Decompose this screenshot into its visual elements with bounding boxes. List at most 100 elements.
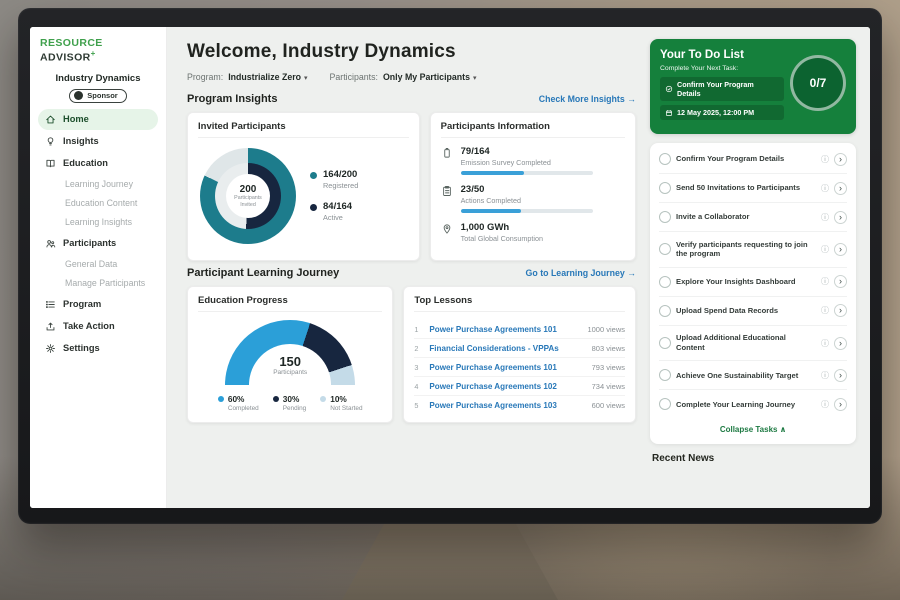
go-to-learning-journey-link[interactable]: Go to Learning Journey → xyxy=(526,268,636,278)
sponsor-badge: Sponsor xyxy=(38,89,158,103)
sidebar-item-education[interactable]: Education xyxy=(38,153,158,174)
lesson-link[interactable]: Power Purchase Agreements 103 xyxy=(429,401,584,410)
sponsor-icon xyxy=(74,91,83,100)
action-upload-icon xyxy=(45,321,56,332)
sidebar-item-participants[interactable]: Participants xyxy=(38,233,158,254)
lesson-row: 3 Power Purchase Agreements 101 793 view… xyxy=(414,358,625,377)
lesson-link[interactable]: Financial Considerations - VPPAs xyxy=(429,344,584,353)
stat-actions-completed: 23/50 Actions Completed xyxy=(441,184,625,213)
sidebar-item-learning-insights[interactable]: Learning Insights xyxy=(38,213,158,232)
invited-participants-card: Invited Participants 200 Participants In… xyxy=(187,112,420,261)
location-pin-icon xyxy=(441,223,453,235)
participants-filter[interactable]: Participants:Only My Participants▾ xyxy=(330,72,477,83)
lesson-row: 5 Power Purchase Agreements 103 600 view… xyxy=(414,396,625,414)
todo-task-row[interactable]: Confirm Your Program Details ⓘ › xyxy=(659,145,847,174)
sidebar-item-education-content[interactable]: Education Content xyxy=(38,194,158,213)
stat-emission-survey: 79/164 Emission Survey Completed xyxy=(441,146,625,175)
lesson-link[interactable]: Power Purchase Agreements 102 xyxy=(429,382,584,391)
task-checkbox[interactable] xyxy=(659,182,671,194)
next-task-chip[interactable]: Confirm Your Program Details xyxy=(660,77,784,101)
chevron-right-icon[interactable]: › xyxy=(834,337,847,350)
task-checkbox[interactable] xyxy=(659,153,671,165)
participants-information-card: Participants Information 79/164 Emission… xyxy=(430,112,636,261)
todo-task-row[interactable]: Explore Your Insights Dashboard ⓘ › xyxy=(659,268,847,297)
info-icon[interactable]: ⓘ xyxy=(821,305,829,316)
task-checkbox[interactable] xyxy=(659,211,671,223)
book-icon xyxy=(45,158,56,169)
lesson-link[interactable]: Power Purchase Agreements 101 xyxy=(429,363,584,372)
todo-task-row[interactable]: Upload Additional Educational Content ⓘ … xyxy=(659,326,847,362)
task-checkbox[interactable] xyxy=(659,276,671,288)
check-more-insights-link[interactable]: Check More Insights → xyxy=(539,94,636,104)
legend-dot xyxy=(218,396,224,402)
task-checkbox[interactable] xyxy=(659,369,671,381)
chevron-right-icon[interactable]: › xyxy=(834,243,847,256)
chevron-down-icon[interactable]: ▾ xyxy=(473,75,477,82)
todo-task-row[interactable]: Send 50 Invitations to Participants ⓘ › xyxy=(659,174,847,203)
sidebar-item-general-data[interactable]: General Data xyxy=(38,255,158,274)
due-date-chip: 12 May 2025, 12:00 PM xyxy=(660,105,784,120)
sidebar-item-program[interactable]: Program xyxy=(38,294,158,315)
todo-task-row[interactable]: Invite a Collaborator ⓘ › xyxy=(659,203,847,232)
info-icon[interactable]: ⓘ xyxy=(821,154,829,165)
list-icon xyxy=(45,299,56,310)
chevron-right-icon[interactable]: › xyxy=(834,153,847,166)
chevron-right-icon[interactable]: › xyxy=(834,304,847,317)
program-filter[interactable]: Program:Industrialize Zero▾ xyxy=(187,72,308,83)
lightbulb-icon xyxy=(45,136,56,147)
info-icon[interactable]: ⓘ xyxy=(821,338,829,349)
info-icon[interactable]: ⓘ xyxy=(821,276,829,287)
learning-journey-title: Participant Learning Journey xyxy=(187,267,339,279)
legend-dot xyxy=(320,396,326,402)
todo-task-row[interactable]: Achieve One Sustainability Target ⓘ › xyxy=(659,361,847,390)
sidebar-item-home[interactable]: Home xyxy=(38,109,158,130)
info-icon[interactable]: ⓘ xyxy=(821,212,829,223)
todo-progress-ring: 0/7 xyxy=(790,55,846,111)
info-icon[interactable]: ⓘ xyxy=(821,370,829,381)
gauge-center-label: Participants xyxy=(249,369,331,376)
task-checkbox[interactable] xyxy=(659,243,671,255)
program-filter-value[interactable]: Industrialize Zero xyxy=(228,72,301,82)
chevron-right-icon[interactable]: › xyxy=(834,211,847,224)
top-lessons-card: Top Lessons 1 Power Purchase Agreements … xyxy=(403,286,636,423)
dashboard-screen: RESOURCE ADVISOR+ Industry Dynamics Spon… xyxy=(30,27,870,508)
sidebar-item-learning-journey[interactable]: Learning Journey xyxy=(38,175,158,194)
todo-task-row[interactable]: Complete Your Learning Journey ⓘ › xyxy=(659,390,847,418)
chevron-right-icon[interactable]: › xyxy=(834,369,847,382)
info-icon[interactable]: ⓘ xyxy=(821,183,829,194)
sidebar-item-take-action[interactable]: Take Action xyxy=(38,316,158,337)
task-checkbox[interactable] xyxy=(659,398,671,410)
collapse-tasks-button[interactable]: Collapse Tasks ∧ xyxy=(659,418,847,442)
battery-icon xyxy=(441,147,453,159)
monitor-stand xyxy=(342,522,558,600)
lesson-row: 4 Power Purchase Agreements 102 734 view… xyxy=(414,377,625,396)
lesson-row: 2 Financial Considerations - VPPAs 803 v… xyxy=(414,339,625,358)
info-icon[interactable]: ⓘ xyxy=(821,399,829,410)
legend-not-started: 10% Not Started xyxy=(320,394,362,412)
logo-resource: RESOURCE xyxy=(40,37,103,49)
lesson-link[interactable]: Power Purchase Agreements 101 xyxy=(429,325,580,334)
legend-dot xyxy=(273,396,279,402)
todo-task-row[interactable]: Upload Spend Data Records ⓘ › xyxy=(659,297,847,326)
sidebar-item-settings[interactable]: Settings xyxy=(38,338,158,359)
top-lessons-title: Top Lessons xyxy=(414,295,625,312)
survey-progress-bar xyxy=(461,171,524,175)
page-title: Welcome, Industry Dynamics xyxy=(187,41,636,63)
legend-active: 84/164 Active xyxy=(310,202,358,222)
info-icon[interactable]: ⓘ xyxy=(821,244,829,255)
recent-news-title: Recent News xyxy=(650,453,856,464)
chevron-right-icon[interactable]: › xyxy=(834,398,847,411)
sidebar-item-manage-participants[interactable]: Manage Participants xyxy=(38,274,158,293)
filters-bar: Program:Industrialize Zero▾ Participants… xyxy=(187,72,636,83)
task-checkbox[interactable] xyxy=(659,305,671,317)
legend-pending: 30% Pending xyxy=(273,394,306,412)
chevron-right-icon[interactable]: › xyxy=(834,182,847,195)
todo-progress-value: 0/7 xyxy=(810,76,827,90)
chevron-down-icon[interactable]: ▾ xyxy=(304,75,308,82)
gear-icon xyxy=(45,343,56,354)
task-checkbox[interactable] xyxy=(659,337,671,349)
todo-task-row[interactable]: Verify participants requesting to join t… xyxy=(659,232,847,268)
chevron-right-icon[interactable]: › xyxy=(834,275,847,288)
sidebar-item-insights[interactable]: Insights xyxy=(38,131,158,152)
participants-filter-value[interactable]: Only My Participants xyxy=(383,72,470,82)
